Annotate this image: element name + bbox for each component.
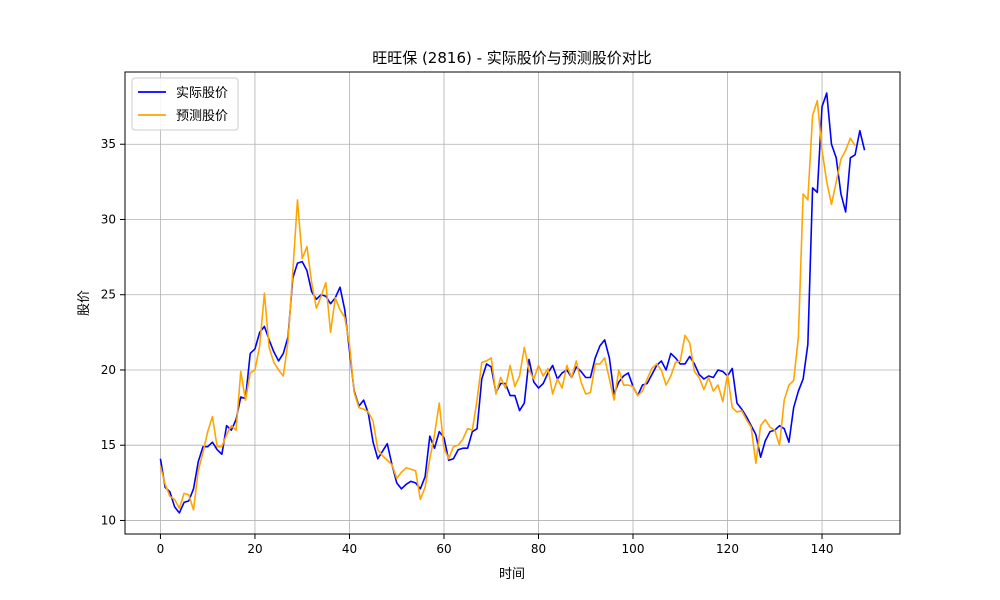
- x-tick-label: 20: [247, 542, 262, 556]
- plot-frame: [124, 71, 901, 535]
- x-tick-label: 40: [342, 542, 357, 556]
- y-tick-label: 20: [101, 363, 116, 377]
- y-tick-label: 10: [101, 513, 116, 527]
- series-line-predicted: [159, 99, 856, 511]
- x-tick-label: 60: [436, 542, 451, 556]
- x-tick-label: 0: [157, 542, 165, 556]
- y-tick-label: 25: [101, 288, 116, 302]
- x-axis-label: 时间: [499, 567, 525, 582]
- chart-title: 旺旺保 (2816) - 实际股价与预测股价对比: [372, 49, 652, 67]
- series-line-actual: [159, 92, 866, 514]
- y-tick-label: 30: [101, 212, 116, 226]
- series-layer: [159, 92, 866, 514]
- y-tick-label: 15: [101, 438, 116, 452]
- legend-box: [131, 77, 239, 131]
- x-tick-label: 80: [531, 542, 546, 556]
- legend-label-predicted: 预测股价: [176, 109, 228, 124]
- x-tick-label: 140: [811, 542, 834, 556]
- axis-ticks: 0 20 40 60 80 100 120 140 10 15 20 25 30 35: [101, 137, 834, 556]
- x-tick-label: 100: [622, 542, 645, 556]
- y-axis-label: 股价: [77, 290, 92, 316]
- legend-label-actual: 实际股价: [176, 86, 228, 101]
- legend: 实际股价 预测股价: [131, 77, 239, 131]
- y-tick-label: 35: [101, 137, 116, 151]
- x-tick-label: 120: [716, 542, 739, 556]
